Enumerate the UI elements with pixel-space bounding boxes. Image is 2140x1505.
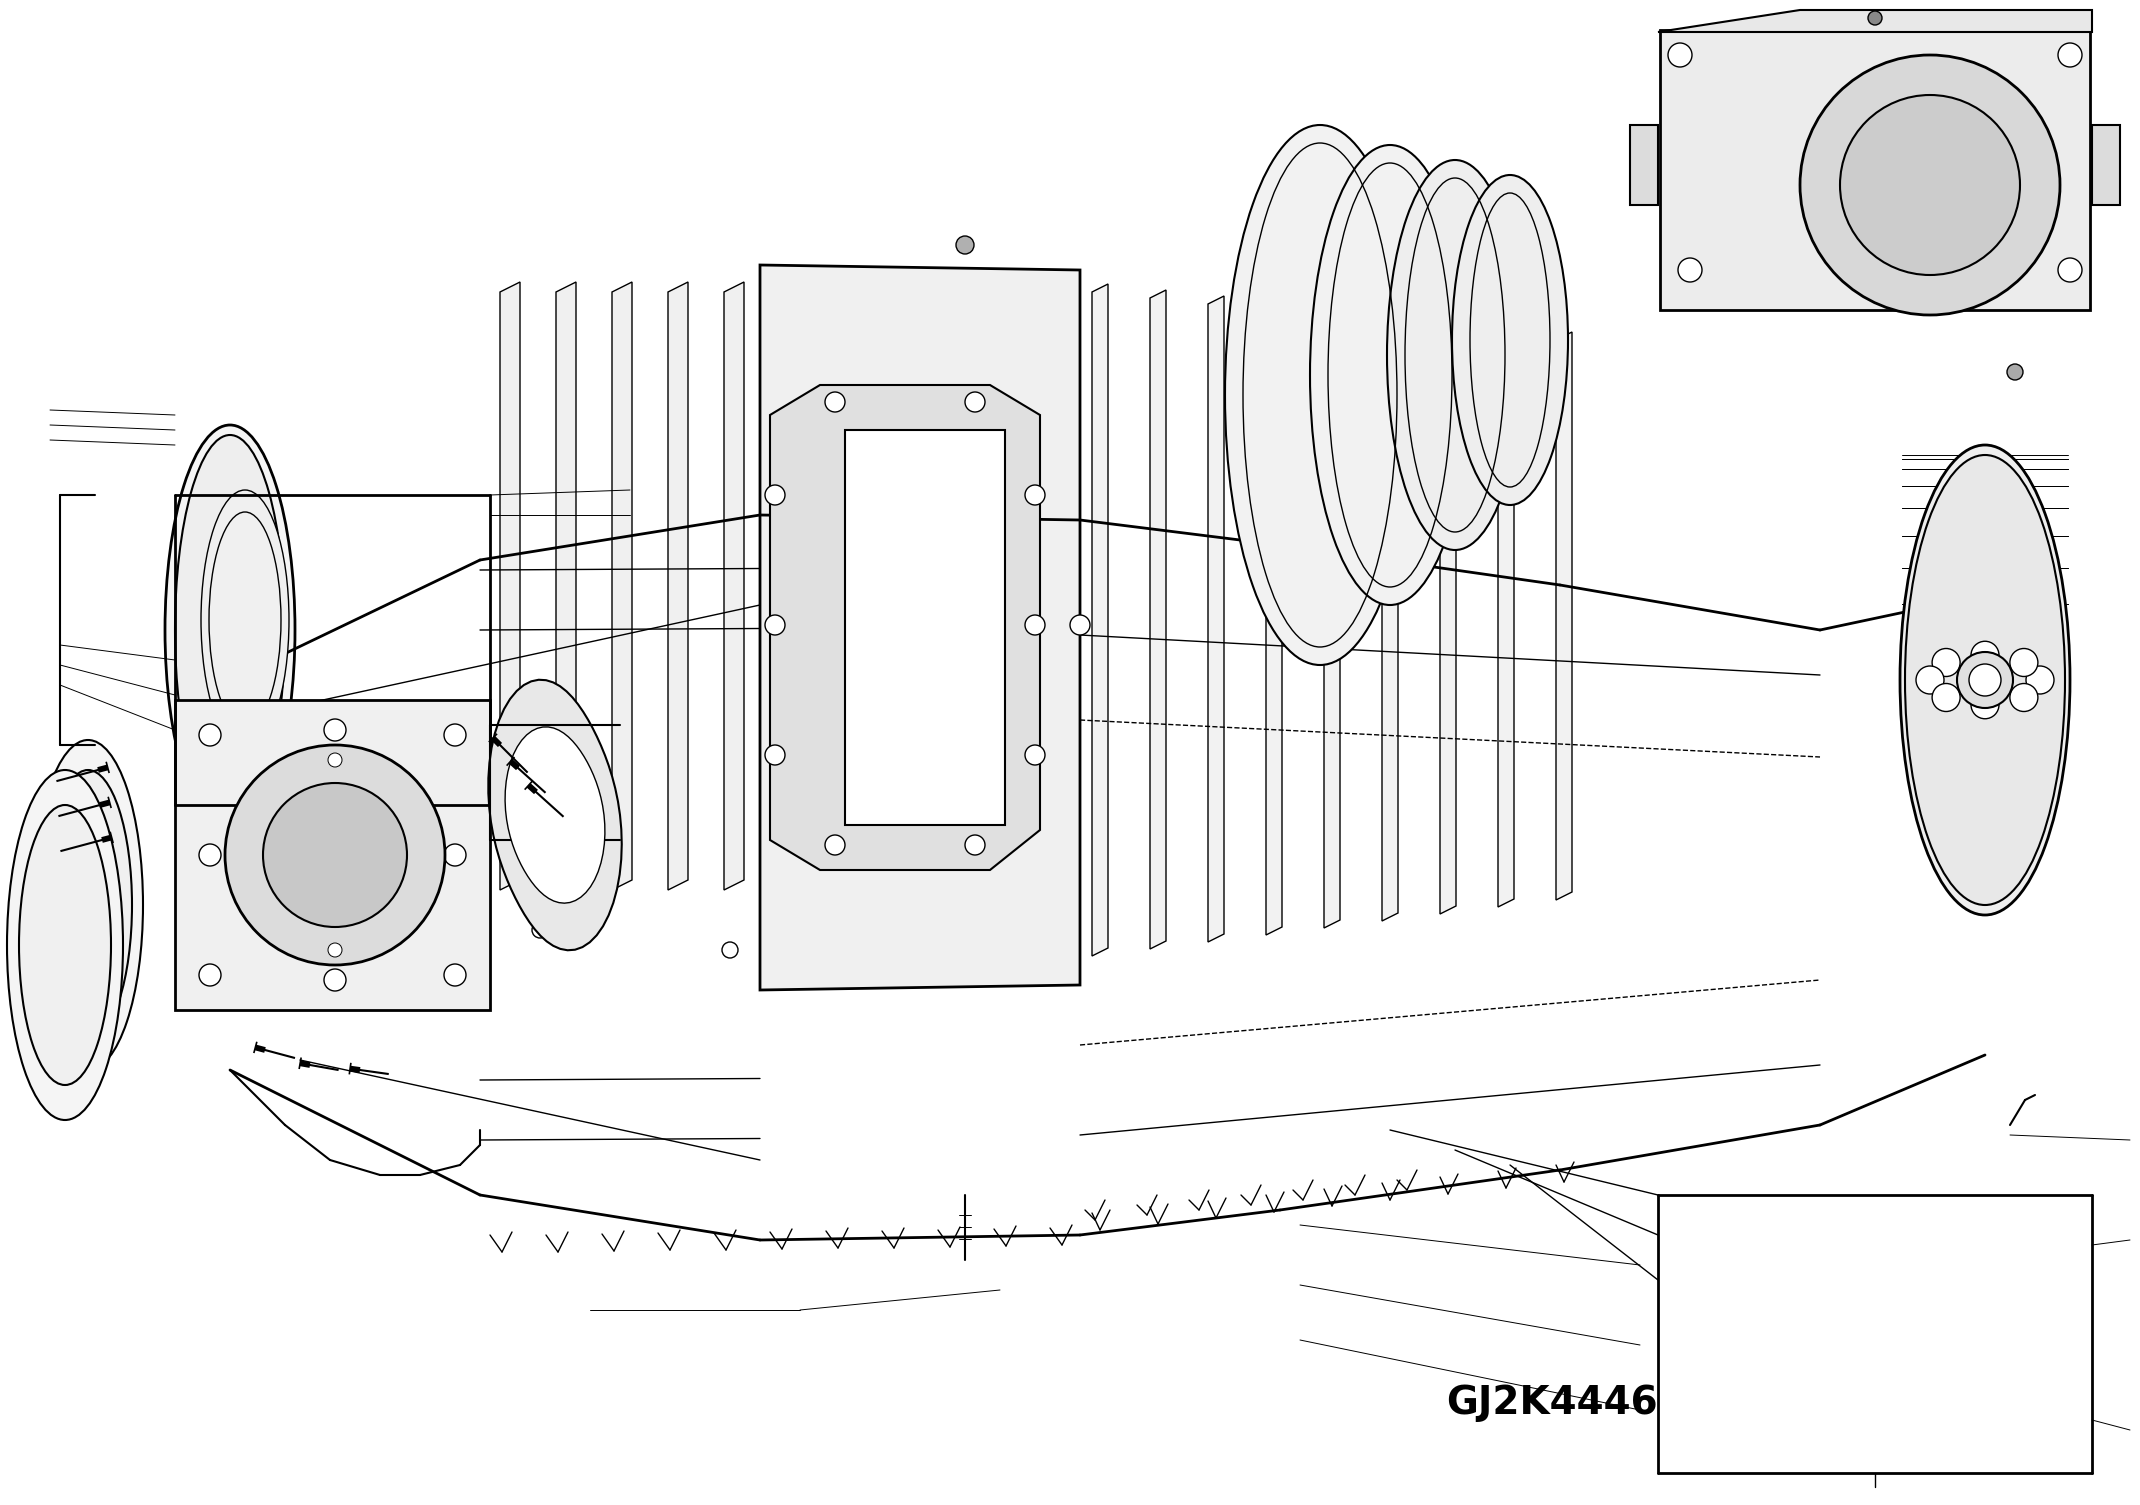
Ellipse shape bbox=[45, 771, 133, 1040]
Ellipse shape bbox=[201, 491, 289, 749]
Circle shape bbox=[965, 391, 984, 412]
Circle shape bbox=[2007, 364, 2022, 379]
Circle shape bbox=[1956, 652, 2014, 707]
Polygon shape bbox=[2093, 125, 2121, 205]
Polygon shape bbox=[1207, 296, 1224, 942]
Circle shape bbox=[225, 745, 445, 965]
Ellipse shape bbox=[175, 435, 285, 825]
Polygon shape bbox=[1556, 333, 1573, 900]
Polygon shape bbox=[779, 281, 800, 889]
Polygon shape bbox=[1267, 303, 1282, 935]
Circle shape bbox=[1025, 485, 1044, 506]
Circle shape bbox=[383, 783, 398, 798]
Circle shape bbox=[1915, 667, 1943, 694]
Circle shape bbox=[1971, 691, 1999, 719]
Circle shape bbox=[1800, 56, 2061, 315]
Ellipse shape bbox=[165, 424, 295, 835]
Text: GJ2K4446: GJ2K4446 bbox=[1447, 1383, 1656, 1422]
Polygon shape bbox=[668, 281, 687, 889]
Ellipse shape bbox=[19, 805, 111, 1085]
Circle shape bbox=[533, 923, 548, 938]
Ellipse shape bbox=[1900, 445, 2069, 915]
Circle shape bbox=[263, 783, 407, 927]
Ellipse shape bbox=[1310, 144, 1470, 605]
Circle shape bbox=[2027, 667, 2054, 694]
Circle shape bbox=[383, 912, 398, 929]
Polygon shape bbox=[1631, 125, 1658, 205]
Circle shape bbox=[1025, 616, 1044, 635]
Circle shape bbox=[323, 719, 347, 740]
Ellipse shape bbox=[6, 771, 122, 1120]
Circle shape bbox=[1678, 257, 1701, 281]
Circle shape bbox=[1840, 95, 2020, 275]
Polygon shape bbox=[723, 281, 745, 889]
Polygon shape bbox=[501, 281, 520, 889]
Polygon shape bbox=[1091, 284, 1109, 956]
Circle shape bbox=[1667, 44, 1693, 68]
Circle shape bbox=[1070, 616, 1089, 635]
Circle shape bbox=[199, 965, 220, 986]
Circle shape bbox=[323, 969, 347, 990]
Circle shape bbox=[2059, 44, 2082, 68]
Polygon shape bbox=[1498, 327, 1513, 908]
Circle shape bbox=[721, 942, 738, 959]
Circle shape bbox=[2009, 683, 2037, 712]
Circle shape bbox=[764, 485, 785, 506]
Circle shape bbox=[272, 783, 289, 798]
Circle shape bbox=[199, 724, 220, 746]
Polygon shape bbox=[948, 281, 967, 889]
Circle shape bbox=[443, 724, 467, 746]
Polygon shape bbox=[845, 430, 1006, 825]
Polygon shape bbox=[175, 700, 490, 1010]
Polygon shape bbox=[1325, 309, 1340, 929]
Polygon shape bbox=[612, 281, 631, 889]
Circle shape bbox=[1932, 683, 1960, 712]
Polygon shape bbox=[837, 281, 856, 889]
Polygon shape bbox=[556, 281, 576, 889]
Circle shape bbox=[199, 844, 220, 865]
Circle shape bbox=[443, 965, 467, 986]
Polygon shape bbox=[892, 281, 912, 889]
Polygon shape bbox=[760, 265, 1081, 990]
Polygon shape bbox=[770, 385, 1040, 870]
Ellipse shape bbox=[1905, 455, 2065, 905]
Polygon shape bbox=[1661, 30, 2091, 310]
Circle shape bbox=[957, 236, 974, 254]
Polygon shape bbox=[1149, 290, 1166, 950]
Polygon shape bbox=[1004, 281, 1025, 889]
Circle shape bbox=[2009, 649, 2037, 677]
Ellipse shape bbox=[1387, 160, 1524, 549]
Polygon shape bbox=[505, 727, 606, 903]
Polygon shape bbox=[1658, 11, 2093, 32]
Circle shape bbox=[764, 616, 785, 635]
Ellipse shape bbox=[32, 740, 143, 1070]
Circle shape bbox=[272, 912, 289, 929]
Circle shape bbox=[327, 944, 342, 957]
Circle shape bbox=[443, 844, 467, 865]
Ellipse shape bbox=[1224, 125, 1415, 665]
Circle shape bbox=[1025, 745, 1044, 765]
Circle shape bbox=[764, 745, 785, 765]
Ellipse shape bbox=[1453, 175, 1569, 506]
Circle shape bbox=[1971, 641, 1999, 670]
Polygon shape bbox=[488, 680, 623, 950]
Circle shape bbox=[327, 752, 342, 768]
Polygon shape bbox=[1382, 315, 1397, 921]
Circle shape bbox=[826, 391, 845, 412]
Circle shape bbox=[1868, 11, 1881, 26]
Circle shape bbox=[826, 835, 845, 855]
Polygon shape bbox=[1440, 321, 1455, 914]
Circle shape bbox=[2059, 257, 2082, 281]
Circle shape bbox=[1969, 664, 2001, 695]
Circle shape bbox=[965, 835, 984, 855]
Circle shape bbox=[1932, 649, 1960, 677]
